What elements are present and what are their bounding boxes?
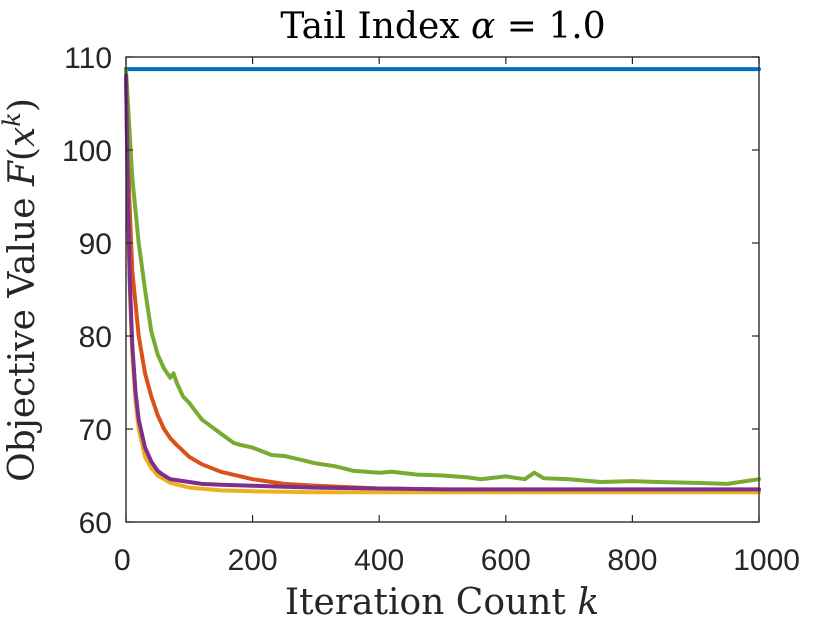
y-tick-label: 70 xyxy=(79,414,112,447)
y-tick-label: 110 xyxy=(64,42,112,75)
series-group xyxy=(124,67,761,495)
y-axis-title-open: ( xyxy=(2,147,43,161)
series-green-line xyxy=(124,68,761,486)
y-axis-title-text: Objective Value xyxy=(2,186,43,482)
chart-title: Tail Index α = 1.0 xyxy=(280,6,605,47)
y-tick-label: 60 xyxy=(79,507,112,540)
x-axis-title: Iteration Count k xyxy=(285,582,599,623)
chart-title-rest: = 1.0 xyxy=(495,6,605,47)
y-axis-title-f: F xyxy=(2,159,43,187)
y-axis-title-close: ) xyxy=(2,98,43,112)
x-tick-label: 400 xyxy=(354,544,404,577)
y-axis-title-x: x xyxy=(2,127,43,147)
x-axis-title-text: Iteration Count xyxy=(285,582,577,623)
x-tick-label: 600 xyxy=(481,544,531,577)
y-axis-title: Objective Value F(xk) xyxy=(0,98,43,482)
plot-area xyxy=(125,56,760,523)
x-tick-label: 800 xyxy=(607,544,657,577)
x-tick-label: 1000 xyxy=(733,544,800,577)
series-purple-line xyxy=(124,73,761,492)
x-tick-label: 0 xyxy=(114,544,131,577)
chart-title-text: Tail Index xyxy=(280,6,471,47)
y-tick-label: 90 xyxy=(79,228,112,261)
plot-frame xyxy=(125,56,760,523)
tick-group: 0 200 400 600 800 1000 60 70 80 90 100 110 xyxy=(62,42,800,577)
chart-title-symbol: α xyxy=(471,6,495,47)
y-tick-label: 80 xyxy=(79,321,112,354)
x-axis-title-symbol: k xyxy=(577,582,599,623)
y-tick-label: 100 xyxy=(62,135,112,168)
x-tick-label: 200 xyxy=(228,544,278,577)
y-axis-title-sup: k xyxy=(0,112,26,127)
